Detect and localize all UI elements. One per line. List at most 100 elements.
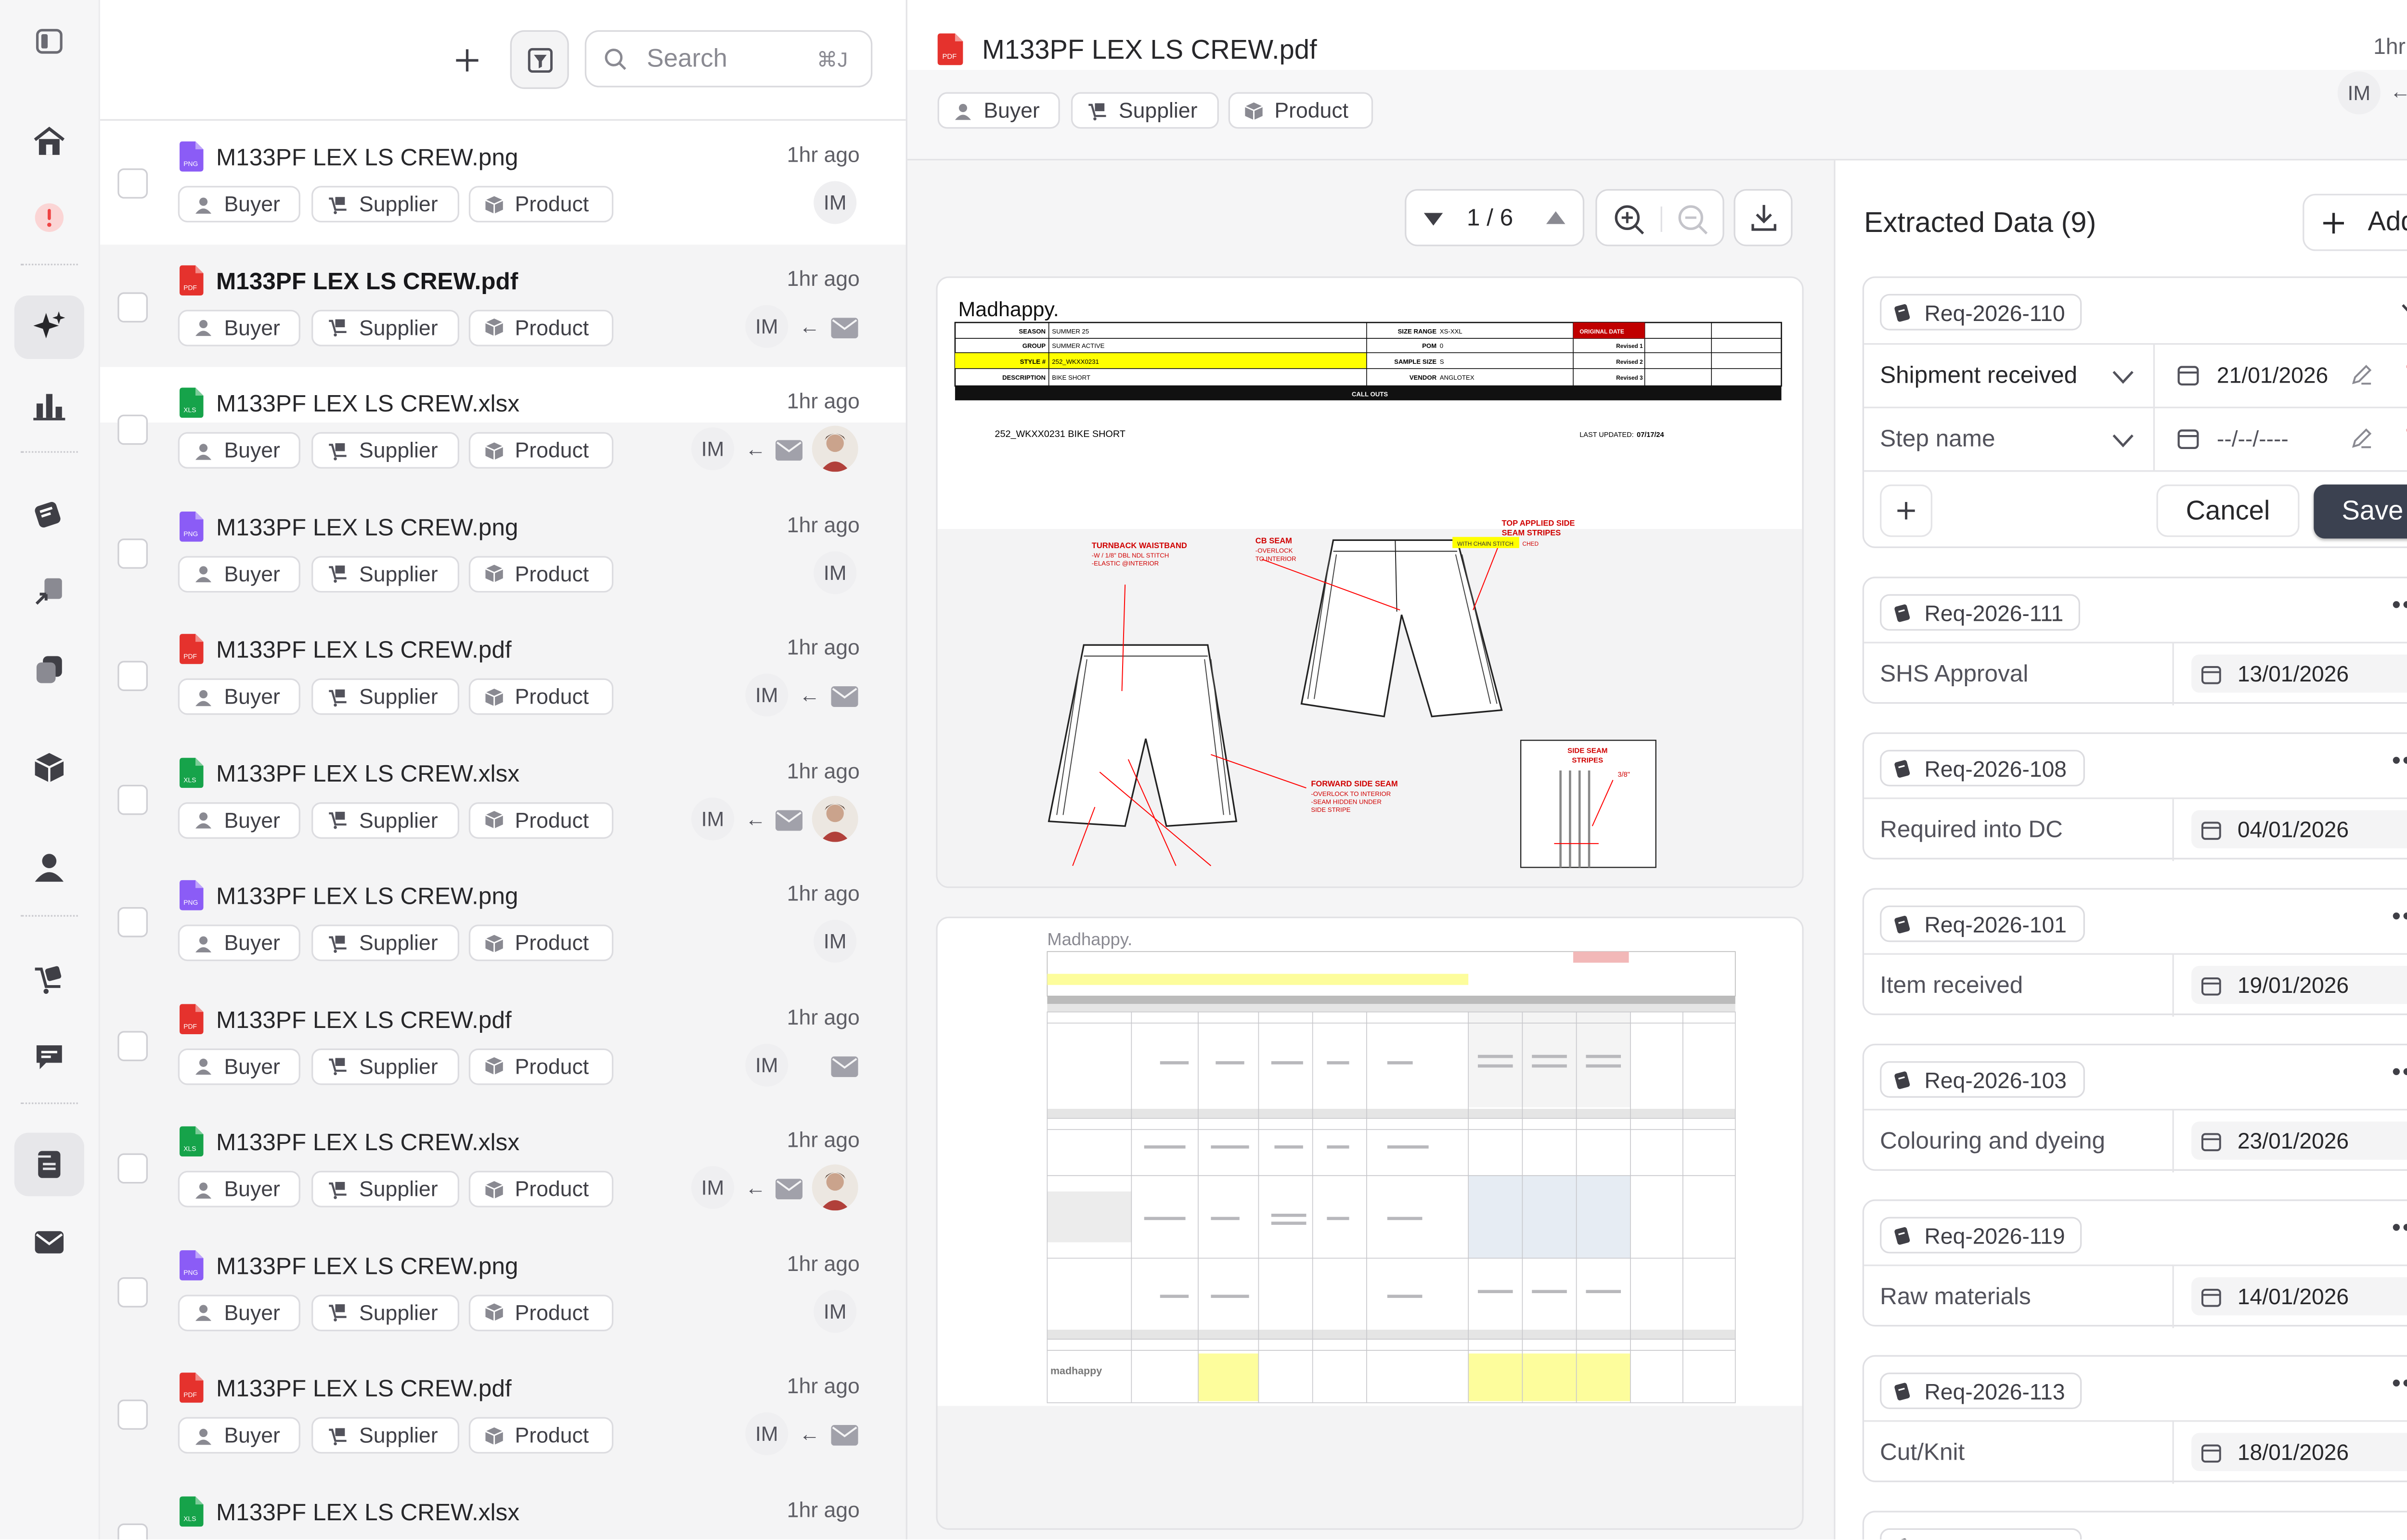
more-options-icon[interactable]: ••• (2392, 748, 2407, 775)
tag-product[interactable]: Product (468, 1170, 614, 1207)
file-name[interactable]: M133PF LEX LS CREW.png (216, 513, 518, 541)
pdf-page-1[interactable]: Madhappy. SEASON SUMMER 25 GROUP SUMMER … (936, 276, 1804, 888)
search-input[interactable]: Search (647, 46, 727, 73)
mail-icon[interactable] (14, 1210, 84, 1274)
tag-product[interactable]: Product (468, 309, 614, 346)
zoom-in-icon[interactable] (1613, 204, 1645, 235)
date-field[interactable]: 04/01/2026 (2191, 810, 2407, 848)
tag-buyer[interactable]: Buyer (178, 924, 300, 962)
tag-supplier[interactable]: Supplier (311, 309, 459, 346)
date-field[interactable]: 23/01/2026 (2191, 1121, 2407, 1160)
file-name[interactable]: M133PF LEX LS CREW.png (216, 1252, 518, 1280)
row-checkbox[interactable] (117, 168, 148, 199)
tag-product[interactable]: Product (468, 1294, 614, 1331)
date-input-empty[interactable]: --/--/---- (2155, 407, 2407, 470)
extracted-data-card-partial[interactable]: Req-2026-110 (1862, 1511, 2407, 1540)
tag-buyer[interactable]: Buyer (178, 432, 300, 469)
tag-supplier[interactable]: Supplier (311, 432, 459, 469)
step-select-empty[interactable]: Step name (1864, 407, 2155, 471)
file-row[interactable]: PDF M133PF LEX LS CREW.pdf 1hr ago Buyer Sup… (100, 613, 906, 736)
tag-supplier[interactable]: Supplier (1071, 92, 1219, 129)
tag-buyer[interactable]: Buyer (178, 186, 300, 223)
file-row[interactable]: PDF M133PF LEX LS CREW.pdf 1hr ago Buyer Sup… (100, 983, 906, 1106)
edit-pencil-icon[interactable] (2350, 364, 2372, 386)
tag-supplier[interactable]: Supplier (311, 924, 459, 962)
extracted-data-card[interactable]: Req-2026-108 ••• Required into DC 04/01/202… (1862, 732, 2407, 861)
file-name[interactable]: M133PF LEX LS CREW.xlsx (216, 391, 520, 418)
tag-product[interactable]: Product (1228, 92, 1373, 129)
tag-supplier[interactable]: Supplier (311, 678, 459, 715)
add-file-button[interactable] (447, 40, 488, 81)
file-name[interactable]: M133PF LEX LS CREW.png (216, 144, 518, 172)
edit-pencil-icon[interactable] (2350, 427, 2372, 449)
extracted-data-card[interactable]: Req-2026-103 ••• Colouring and dyeing 23/01… (1862, 1043, 2407, 1173)
chevron-up-icon[interactable] (1546, 211, 1566, 224)
tag-product[interactable]: Product (468, 924, 614, 962)
file-row[interactable]: PNG M133PF LEX LS CREW.png 1hr ago Buyer Sup… (100, 120, 906, 244)
row-checkbox[interactable] (117, 1276, 148, 1307)
extracted-data-card[interactable]: Req-2026-119 ••• Raw materials 14/01/2026 (1862, 1199, 2407, 1328)
sidebar-toggle-icon[interactable] (14, 10, 84, 73)
extracted-data-card[interactable]: Req-2026-101 ••• Item received 19/01/2026 (1862, 888, 2407, 1017)
tag-product[interactable]: Product (468, 186, 614, 223)
row-checkbox[interactable] (117, 784, 148, 814)
tag-buyer[interactable]: Buyer (178, 555, 300, 592)
row-checkbox[interactable] (117, 1399, 148, 1430)
tag-buyer[interactable]: Buyer (178, 1417, 300, 1454)
product-box-icon[interactable] (14, 735, 84, 799)
add-data-button[interactable]: Add (2303, 193, 2407, 251)
tag-product[interactable]: Product (468, 555, 614, 592)
row-checkbox[interactable] (117, 1523, 148, 1540)
more-options-icon[interactable]: ••• (2392, 592, 2407, 620)
tag-product[interactable]: Product (468, 1417, 614, 1454)
tag-product[interactable]: Product (468, 678, 614, 715)
file-name[interactable]: M133PF LEX LS CREW.xlsx (216, 1129, 520, 1157)
shared-documents-icon[interactable] (14, 559, 84, 623)
date-field[interactable]: 18/01/2026 (2191, 1433, 2407, 1471)
file-row[interactable]: XLS M133PF LEX LS CREW.xlsx 1hr ago (100, 1475, 906, 1540)
more-options-icon[interactable]: ••• (2392, 1059, 2407, 1087)
row-checkbox[interactable] (117, 538, 148, 568)
file-row[interactable]: PNG M133PF LEX LS CREW.png 1hr ago Buyer Sup… (100, 1229, 906, 1352)
tag-product[interactable]: Product (468, 1048, 614, 1084)
tag-supplier[interactable]: Supplier (311, 1170, 459, 1207)
chevron-down-icon[interactable] (2401, 303, 2407, 318)
more-options-icon[interactable]: ••• (2392, 904, 2407, 931)
file-name[interactable]: M133PF LEX LS CREW.xlsx (216, 1499, 520, 1526)
add-step-button[interactable] (1880, 484, 1933, 537)
file-row[interactable]: PNG M133PF LEX LS CREW.png 1hr ago Buyer Sup… (100, 860, 906, 983)
tag-buyer[interactable]: Buyer (178, 309, 300, 346)
filter-button[interactable] (510, 30, 569, 89)
file-row[interactable]: XLS M133PF LEX LS CREW.xlsx 1hr ago Buyer Su… (100, 367, 906, 490)
supplier-cart-icon[interactable] (14, 947, 84, 1010)
file-row[interactable]: PNG M133PF LEX LS CREW.png 1hr ago Buyer Sup… (100, 490, 906, 613)
tag-buyer[interactable]: Buyer (178, 1170, 300, 1207)
pdf-page-2[interactable]: Madhappy. (936, 916, 1804, 1530)
search-field[interactable]: Search ⌘J (584, 30, 873, 88)
row-checkbox[interactable] (117, 907, 148, 937)
file-row[interactable]: PDF M133PF LEX LS CREW.pdf 1hr ago Buyer Sup… (100, 244, 906, 367)
tag-supplier[interactable]: Supplier (311, 1417, 459, 1454)
date-input[interactable]: 21/01/2026 (2155, 343, 2407, 407)
date-field[interactable]: 13/01/2026 (2191, 654, 2407, 693)
more-options-icon[interactable]: ••• (2392, 1371, 2407, 1398)
tag-product[interactable]: Product (468, 432, 614, 469)
file-name[interactable]: M133PF LEX LS CREW.xlsx (216, 760, 520, 787)
messages-icon[interactable] (14, 1025, 84, 1088)
row-checkbox[interactable] (117, 1153, 148, 1184)
file-name[interactable]: M133PF LEX LS CREW.pdf (216, 268, 518, 295)
tag-supplier[interactable]: Supplier (311, 801, 459, 838)
tag-supplier[interactable]: Supplier (311, 1048, 459, 1084)
zoom-out-icon[interactable] (1677, 204, 1708, 235)
file-row[interactable]: XLS M133PF LEX LS CREW.xlsx 1hr ago Buyer Su… (100, 1106, 906, 1229)
file-name[interactable]: M133PF LEX LS CREW.png (216, 883, 518, 911)
tag-supplier[interactable]: Supplier (311, 555, 459, 592)
home-icon[interactable] (14, 110, 84, 173)
analytics-icon[interactable] (14, 373, 84, 437)
file-row[interactable]: PDF M133PF LEX LS CREW.pdf 1hr ago Buyer Sup… (100, 1352, 906, 1475)
tag-buyer[interactable]: Buyer (178, 1048, 300, 1084)
tag-buyer[interactable]: Buyer (937, 92, 1060, 129)
file-row[interactable]: XLS M133PF LEX LS CREW.xlsx 1hr ago Buyer Su… (100, 736, 906, 860)
documents-icon[interactable] (14, 481, 84, 545)
more-options-icon[interactable]: ••• (2392, 1215, 2407, 1243)
